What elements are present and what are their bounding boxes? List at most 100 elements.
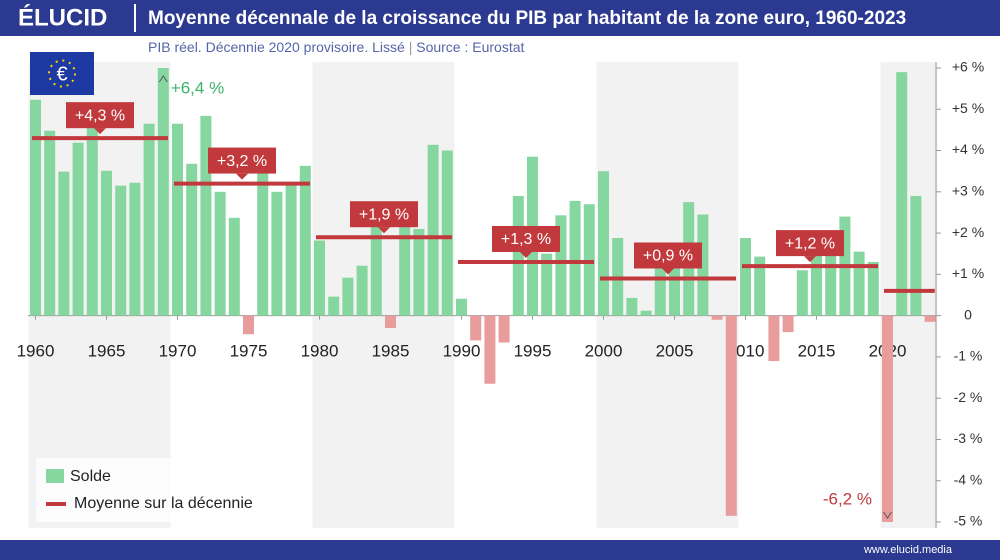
header-bar <box>0 0 1000 36</box>
bar <box>314 240 325 316</box>
label-box <box>634 242 702 269</box>
bar <box>72 142 84 316</box>
x-tick-label: 1985 <box>372 341 410 360</box>
bar <box>853 251 865 316</box>
bar <box>441 150 453 316</box>
bar <box>285 183 297 316</box>
x-tick-label: 1975 <box>230 341 268 360</box>
bar <box>385 315 396 329</box>
subtitle: PIB réel. Décennie 2020 provisoire. Liss… <box>148 39 525 55</box>
bar <box>896 72 908 316</box>
clip-arrow <box>158 75 168 83</box>
y-tick-label: -2 % <box>954 389 983 405</box>
bar <box>924 315 936 322</box>
chart-title: Moyenne décennale de la croissance du PI… <box>148 8 906 29</box>
y-tick-label: +1 % <box>952 265 984 281</box>
clip-arrow <box>883 511 892 519</box>
x-tick-label: 1990 <box>443 341 481 360</box>
bar <box>811 253 822 316</box>
bar <box>200 115 212 316</box>
bar <box>882 315 893 522</box>
divider: | <box>405 39 416 55</box>
bar <box>626 297 638 316</box>
bar <box>257 171 269 316</box>
legend-swatch <box>46 469 64 483</box>
value-label: -6,2 % <box>823 489 872 508</box>
bar <box>569 200 581 316</box>
bar <box>172 123 183 316</box>
legend-label: Solde <box>70 468 111 485</box>
y-tick-label: +6 % <box>952 59 984 75</box>
x-tick-label: 2000 <box>585 341 623 360</box>
bar <box>754 256 766 316</box>
bar <box>44 130 56 316</box>
bar <box>299 165 311 316</box>
bar <box>399 224 411 316</box>
bar <box>243 315 254 335</box>
plot: +6 % +5 % +4 % +3 % +2 % +1 % 0 -1 % -2 % -3 % -4 … <box>17 59 985 529</box>
footer-bar <box>0 540 1000 560</box>
label-box <box>492 225 560 252</box>
bar <box>328 296 340 316</box>
average-label: +4,3 % <box>75 107 125 124</box>
euro-flag: € <box>30 52 94 95</box>
svg-text:€: € <box>56 63 67 85</box>
average-label: +1,9 % <box>359 206 409 223</box>
bar <box>654 266 666 316</box>
bar <box>129 182 141 316</box>
bar <box>512 195 524 316</box>
x-tick-label: 1960 <box>17 341 55 360</box>
y-tick-label: +5 % <box>952 100 984 116</box>
average-label: +3,2 % <box>217 153 267 170</box>
value-label: +6,4 % <box>171 78 224 97</box>
y-tick-label: -4 % <box>954 471 983 487</box>
y-tick-label: 0 <box>964 306 972 322</box>
bar <box>825 245 837 316</box>
footer: www.elucid.media <box>863 544 953 556</box>
x-tick-label: 2005 <box>656 341 694 360</box>
bar <box>910 195 922 316</box>
bar <box>640 310 652 316</box>
bar <box>413 228 425 316</box>
bar <box>214 191 226 316</box>
bar <box>555 215 567 316</box>
legend-label: Moyenne sur la décennie <box>74 495 253 512</box>
x-tick-label: 1995 <box>514 341 552 360</box>
bar <box>768 315 780 362</box>
bar <box>598 171 609 316</box>
bar <box>143 123 155 316</box>
label-pointer <box>662 268 674 275</box>
source: Source : Eurostat <box>416 39 524 55</box>
average-label: +0,9 % <box>643 248 693 265</box>
bar <box>356 265 368 316</box>
bar <box>228 217 240 316</box>
y-tick-label: +3 % <box>952 183 984 199</box>
label-box <box>208 147 276 174</box>
label-pointer <box>236 173 248 180</box>
bar <box>669 266 680 316</box>
x-tick-label: 1970 <box>159 341 197 360</box>
label-pointer <box>804 256 816 263</box>
y-tick-label: +4 % <box>952 141 984 157</box>
bar <box>711 315 723 320</box>
bar <box>796 270 808 316</box>
label-box <box>776 230 844 257</box>
y-tick-label: -3 % <box>954 430 983 446</box>
x-tick-label: 1980 <box>301 341 339 360</box>
bar <box>186 163 198 316</box>
bar <box>157 68 169 316</box>
label-box <box>350 201 418 228</box>
y-tick-label: -5 % <box>954 513 983 529</box>
bar <box>427 144 439 316</box>
label-box <box>66 102 134 129</box>
bar <box>101 170 112 316</box>
label-pointer <box>378 227 390 234</box>
bar <box>470 315 482 341</box>
brand: ÉLUCID <box>18 3 107 31</box>
bar <box>867 261 879 316</box>
x-tick-label: 2015 <box>798 341 836 360</box>
x-tick-label: 1965 <box>88 341 126 360</box>
bar <box>697 214 709 316</box>
bar <box>86 117 98 316</box>
